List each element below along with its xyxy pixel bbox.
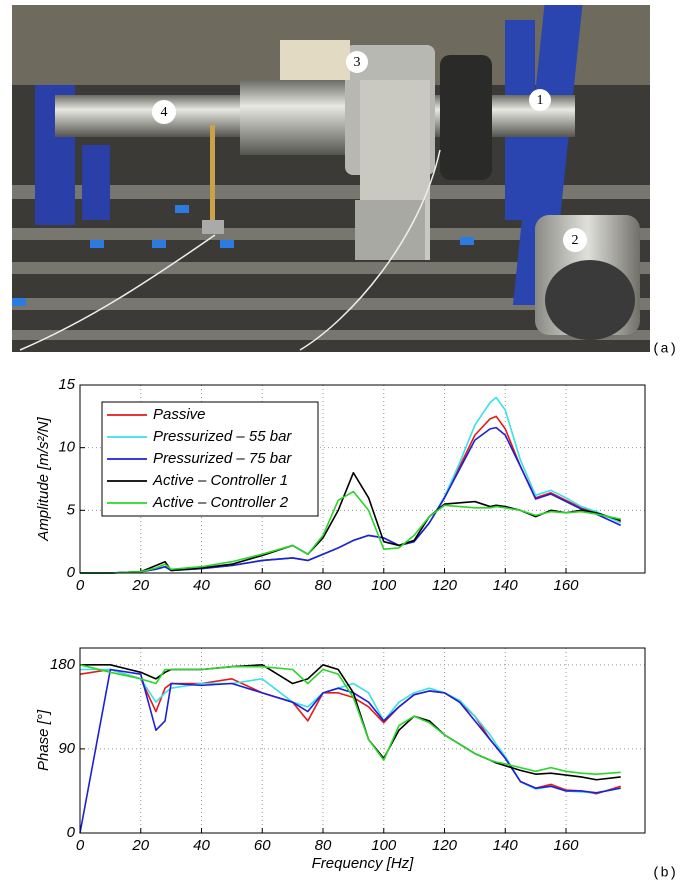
x-tick-label: 100 (371, 837, 397, 854)
photo-callouts: 1 2 3 4 (152, 51, 587, 252)
legend-label: Pressurized – 55 bar (153, 428, 292, 445)
series-line (79, 668, 621, 834)
x-axis-label: Frequency [Hz] (312, 855, 415, 872)
x-tick-label: 60 (254, 837, 271, 854)
y-tick-label: 90 (58, 740, 75, 757)
x-tick-label: 20 (131, 577, 149, 594)
legend-label: Pressurized – 75 bar (153, 450, 292, 467)
x-tick-label: 40 (193, 577, 210, 594)
callout: 2 (572, 233, 579, 248)
series-line (79, 664, 621, 775)
photo (12, 5, 650, 352)
callout: 3 (354, 55, 361, 70)
x-tick-label: 40 (193, 837, 210, 854)
legend-label: Active – Controller 1 (152, 472, 288, 489)
x-tick-label: 80 (315, 837, 332, 854)
x-tick-label: 60 (254, 577, 271, 594)
legend-label: Active – Controller 2 (152, 494, 289, 511)
x-tick-label: 0 (76, 577, 85, 594)
plot-area (80, 648, 645, 833)
x-tick-label: 140 (493, 837, 519, 854)
y-tick-label: 15 (58, 376, 75, 393)
y-axis-label: Phase [°] (35, 709, 52, 771)
x-tick-label: 120 (432, 577, 458, 594)
y-axis-label: Amplitude [m/s²/N] (35, 416, 52, 541)
callout: 4 (161, 105, 168, 120)
x-tick-label: 80 (315, 577, 332, 594)
y-tick-label: 0 (67, 824, 76, 841)
x-tick-label: 160 (554, 837, 580, 854)
y-tick-label: 5 (67, 501, 76, 518)
plot-frame (79, 647, 646, 834)
x-tick-label: 120 (432, 837, 458, 854)
series-line (80, 471, 621, 574)
y-tick-label: 0 (67, 564, 76, 581)
y-tick-label: 10 (58, 439, 75, 456)
callout: 1 (537, 93, 544, 108)
x-tick-label: 0 (76, 837, 85, 854)
x-tick-label: 140 (493, 577, 519, 594)
legend-label: Passive (153, 406, 206, 423)
x-tick-label: 20 (131, 837, 149, 854)
y-tick-label: 180 (50, 656, 76, 673)
panel-label: (a) (652, 342, 677, 358)
series-line (80, 490, 621, 574)
plot-frame (79, 384, 646, 574)
x-tick-label: 100 (371, 577, 397, 594)
panel-label: (b) (652, 866, 677, 882)
legend: Passive Pressurized – 55 bar Pressurized –… (101, 401, 319, 517)
x-tick-label: 160 (554, 577, 580, 594)
